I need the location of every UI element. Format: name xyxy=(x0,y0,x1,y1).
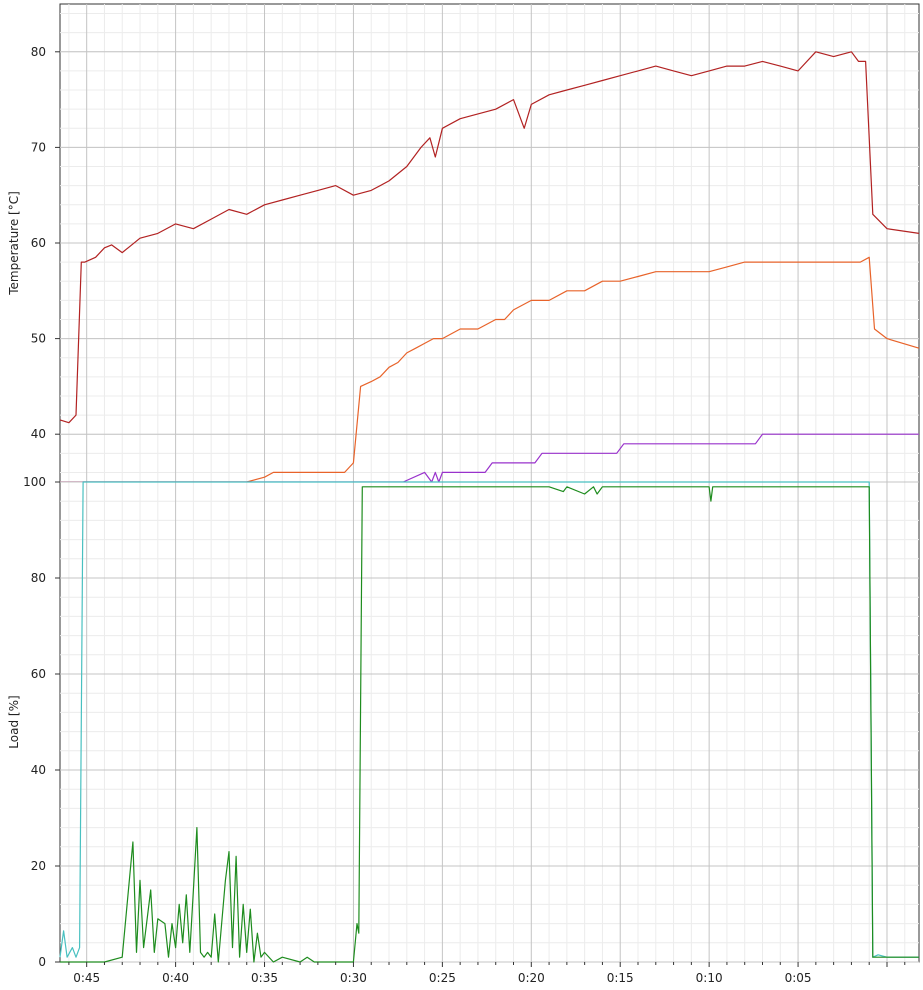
x-tick-label: 0:10 xyxy=(696,971,723,985)
load-x-ticks: 0:45 0:40 0:35 0:30 0:25 0:20 0:15 0:10 0:05 xyxy=(68,962,906,985)
temperature-grid xyxy=(60,4,919,482)
y-tick-label: 0 xyxy=(38,955,46,969)
load-plot-frame xyxy=(59,481,920,963)
x-tick-label: 0:45 xyxy=(73,971,100,985)
x-tick-label: 0:40 xyxy=(162,971,189,985)
y-tick-label: 50 xyxy=(31,332,46,346)
temperature-y-axis-title: Temperature [°C] xyxy=(7,191,21,296)
y-tick-label: 60 xyxy=(31,236,46,250)
y-tick-label: 60 xyxy=(31,667,46,681)
y-tick-label: 40 xyxy=(31,427,46,441)
temperature-y-ticks: 40 50 60 70 80 xyxy=(31,45,60,441)
x-tick-label: 0:35 xyxy=(251,971,278,985)
temperature-series-line-2 xyxy=(60,256,920,483)
y-tick-label: 20 xyxy=(31,859,46,873)
load-panel: 0 20 40 60 80 100 0:45 0:40 0:35 0:30 0:25 0:20 0:1… xyxy=(7,475,920,985)
load-y-axis-title: Load [%] xyxy=(7,695,21,748)
load-series-line-2 xyxy=(60,486,919,963)
load-series-group xyxy=(59,481,919,963)
x-tick-label: 0:05 xyxy=(785,971,812,985)
x-tick-label: 0:25 xyxy=(429,971,456,985)
x-tick-label: 0:15 xyxy=(607,971,634,985)
temperature-panel: 40 50 60 70 80 Temperature [°C] xyxy=(7,3,920,483)
x-tick-label: 0:30 xyxy=(340,971,367,985)
x-tick-label: 0:20 xyxy=(518,971,545,985)
load-series-line-1 xyxy=(59,481,919,958)
y-tick-label: 100 xyxy=(23,475,46,489)
y-tick-label: 80 xyxy=(31,45,46,59)
y-tick-label: 70 xyxy=(31,140,46,154)
y-tick-label: 80 xyxy=(31,571,46,585)
load-y-ticks: 0 20 40 60 80 100 xyxy=(23,475,60,969)
y-tick-label: 40 xyxy=(31,763,46,777)
temperature-series-line-1 xyxy=(59,51,920,424)
